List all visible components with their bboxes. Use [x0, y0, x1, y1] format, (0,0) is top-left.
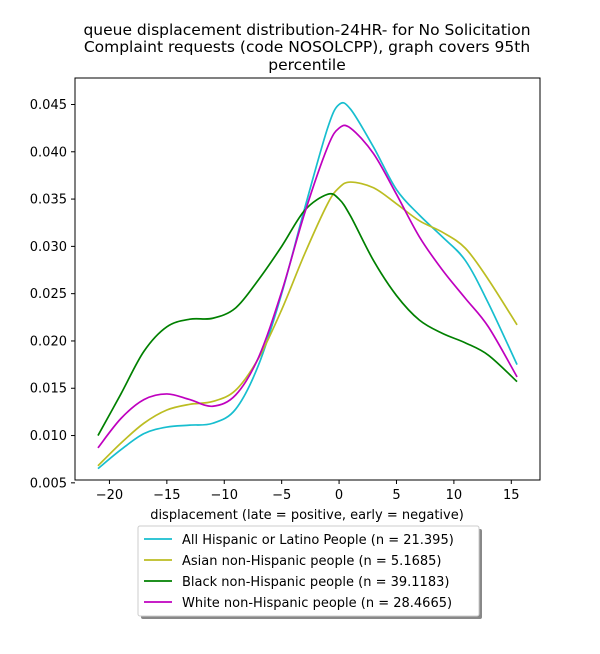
series-line-1 [97, 101, 518, 470]
y-tick-label: 0.025 [30, 287, 67, 302]
x-tick-label: 5 [392, 488, 400, 503]
x-axis-label: displacement (late = positive, early = n… [150, 508, 464, 523]
x-tick-label: −15 [153, 488, 180, 503]
y-tick-label: 0.015 [30, 382, 67, 397]
y-tick-label: 0.035 [30, 193, 67, 208]
series-line-2 [97, 181, 518, 467]
x-tick-label: 10 [446, 488, 463, 503]
y-tick-label: 0.030 [30, 240, 67, 255]
y-axis: 0.005 0.010 0.015 0.020 0.025 0.030 0.035 0.040… [30, 98, 75, 491]
legend: All Hispanic or Latino People (n = 21.39… [137, 525, 482, 619]
series-line-4 [97, 124, 518, 449]
plot-lines [97, 101, 518, 470]
y-tick-label: 0.040 [30, 145, 67, 160]
y-tick-label: 0.045 [30, 98, 67, 113]
legend-entry-label: Asian non-Hispanic people (n = 5.1685) [182, 554, 441, 569]
legend-entry-label: Black non-Hispanic people (n = 39.1183) [182, 575, 449, 590]
x-tick-label: 15 [503, 488, 520, 503]
legend-box [137, 525, 480, 617]
chart-title-line-3: percentile [268, 56, 346, 74]
y-tick-label: 0.010 [30, 429, 67, 444]
x-tick-label: −20 [96, 488, 123, 503]
chart-title-line-1: queue displacement distribution-24HR- fo… [83, 21, 530, 39]
legend-entry-label: White non-Hispanic people (n = 28.4665) [182, 596, 452, 611]
y-tick-label: 0.005 [30, 476, 67, 491]
legend-entry-label: All Hispanic or Latino People (n = 21.39… [182, 533, 454, 548]
chart-title-line-2: Complaint requests (code NOSOLCPP), grap… [84, 38, 530, 56]
x-axis: −20 −15 −10 −5 0 5 10 15 [96, 480, 520, 503]
x-tick-label: −10 [211, 488, 238, 503]
series-line-3 [97, 192, 518, 436]
x-tick-label: −5 [272, 488, 291, 503]
chart-title: queue displacement distribution-24HR- fo… [83, 21, 530, 74]
y-tick-label: 0.020 [30, 334, 67, 349]
x-tick-label: 0 [335, 488, 343, 503]
plot-area-frame [74, 77, 541, 481]
